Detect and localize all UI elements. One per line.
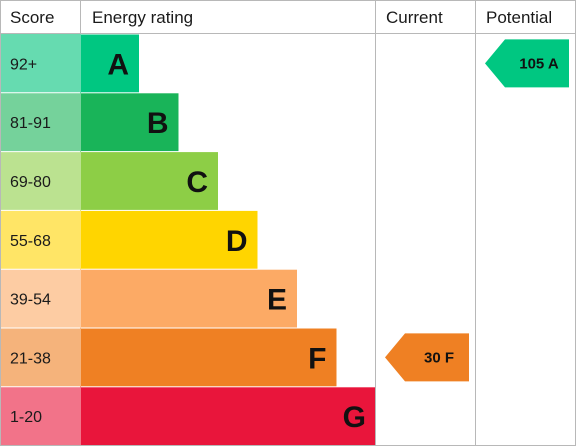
rating-bar-d [81, 210, 258, 269]
header-score: Score [10, 8, 54, 27]
rating-bar-a [81, 34, 139, 93]
rating-arrows: 30 F 105 A [385, 39, 569, 382]
rating-bar-b [81, 93, 179, 152]
score-range-c: 69-80 [10, 174, 51, 191]
header-energy-rating: Energy rating [92, 8, 193, 27]
score-range-d: 55-68 [10, 233, 51, 250]
score-range-a: 92+ [10, 56, 37, 73]
rating-letter-d: D [226, 225, 248, 258]
potential-rating-label: 105 A [519, 55, 559, 72]
rating-letter-g: G [343, 401, 366, 434]
rating-bar-e [81, 269, 297, 328]
score-cell-f [0, 328, 81, 388]
score-cell-d [0, 210, 81, 270]
score-cell-g [0, 386, 81, 446]
score-range-e: 39-54 [10, 292, 51, 309]
score-range-g: 1-20 [10, 409, 42, 426]
current-arrow [385, 333, 469, 382]
score-cell-a [0, 34, 81, 94]
score-cell-e [0, 269, 81, 329]
rating-letter-a: A [107, 48, 129, 81]
score-cell-c [0, 151, 81, 211]
rating-letter-b: B [147, 107, 169, 140]
potential-arrow [485, 39, 569, 88]
rating-letter-c: C [186, 166, 208, 199]
rating-bands: 92+ A 81-91 B 69-80 C 55-68 D 39-54 E 21-38 F 1-20 G [0, 34, 376, 446]
rating-letter-f: F [308, 342, 326, 375]
score-cell-b [0, 92, 81, 153]
score-range-b: 81-91 [10, 115, 51, 132]
rating-bar-f [81, 328, 337, 387]
rating-bar-c [81, 152, 218, 210]
rating-bar-g [81, 387, 376, 446]
header-current: Current [386, 8, 443, 27]
score-range-f: 21-38 [10, 350, 51, 367]
rating-letter-e: E [267, 284, 287, 317]
header-potential: Potential [486, 8, 552, 27]
current-rating-label: 30 F [424, 349, 454, 366]
